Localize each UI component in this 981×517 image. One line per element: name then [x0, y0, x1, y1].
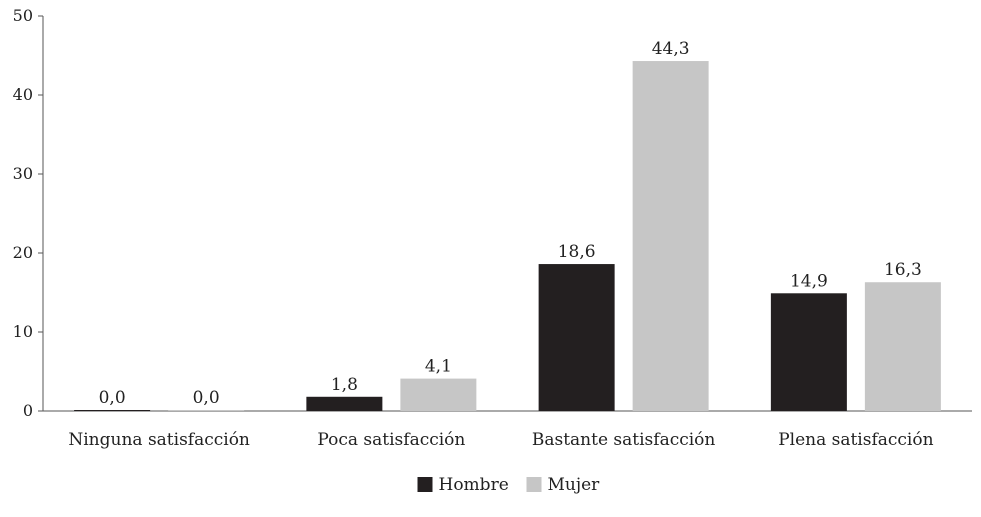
data-label: 0,0 [193, 388, 220, 408]
data-label: 16,3 [884, 260, 922, 280]
bar-hombre [74, 410, 151, 411]
data-label: 1,8 [331, 375, 358, 395]
bar-mujer [168, 410, 245, 411]
x-category-label: Poca satisfacción [317, 430, 465, 450]
legend-label-mujer: Mujer [548, 475, 601, 495]
bar-hombre [538, 264, 615, 411]
bar-mujer [632, 61, 709, 411]
bar-hombre [306, 396, 383, 411]
x-category-label: Plena satisfacción [778, 430, 933, 450]
x-category-label: Ninguna satisfacción [68, 430, 250, 450]
x-category-label: Bastante satisfacción [532, 430, 716, 450]
y-tick-label: 30 [13, 164, 33, 183]
data-label: 0,0 [99, 388, 126, 408]
bar-hombre [770, 293, 847, 411]
data-label: 18,6 [558, 242, 596, 262]
bar-mujer [864, 282, 941, 411]
bar-mujer [400, 378, 477, 411]
data-label: 14,9 [790, 271, 828, 291]
legend-label-hombre: Hombre [439, 475, 509, 495]
legend-swatch-mujer [526, 477, 542, 492]
legend-swatch-hombre [417, 477, 433, 492]
y-tick-label: 0 [23, 401, 33, 420]
data-label: 44,3 [652, 39, 690, 59]
y-tick-label: 50 [13, 6, 33, 25]
data-label: 4,1 [425, 357, 452, 377]
y-tick-label: 40 [13, 85, 33, 104]
y-tick-label: 10 [13, 322, 33, 341]
y-tick-label: 20 [13, 243, 33, 262]
